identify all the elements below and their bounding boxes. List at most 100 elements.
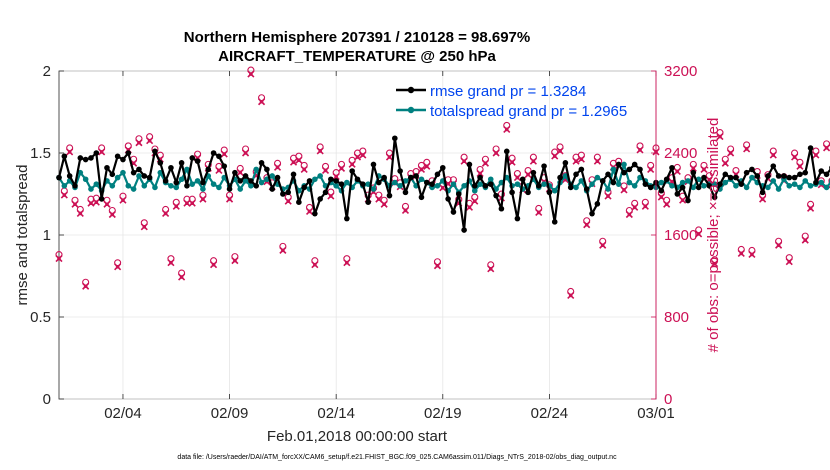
series-line-0 [57,137,830,232]
series-point-0 [722,171,729,178]
series-point-1 [631,183,638,189]
series-point-0 [413,173,419,179]
series-point-0 [535,183,542,189]
series-point-0 [679,184,686,191]
series-point-0 [546,189,553,196]
series-point-0 [338,181,345,187]
series-point-1 [701,183,707,189]
series-point-0 [146,174,153,181]
obs-assimilated-point [604,192,612,200]
series-point-0 [210,150,217,156]
series-point-1 [818,179,825,186]
series-point-0 [386,192,393,199]
chart-title-line2: AIRCRAFT_TEMPERATURE @ 250 hPa [218,48,496,65]
series-point-0 [104,164,110,171]
series-point-0 [738,181,745,187]
series-point-0 [216,153,222,160]
series-point-0 [354,176,361,183]
series-point-0 [466,161,473,168]
series-point-1 [658,179,665,186]
series-point-1 [125,183,132,189]
series-point-0 [226,186,233,192]
series-point-1 [749,174,755,181]
series-point-0 [541,163,547,169]
series-point-1 [194,178,201,184]
obs-assimilated-point [823,144,830,152]
obs-assimilated-point [433,262,442,270]
obs-assimilated-point [460,157,468,165]
series-point-0 [733,174,739,181]
series-point-1 [317,173,323,179]
series-point-1 [210,181,217,187]
series-point-0 [743,169,750,176]
y-right-tick-label-3: 2400 [664,145,697,162]
series-point-0 [439,164,446,171]
series-point-1 [807,183,814,189]
series-point-0 [397,168,403,174]
y-left-axis-label: rmse and totalspread [14,165,31,306]
series-point-0 [775,173,782,179]
series-point-0 [360,181,366,187]
obs-assimilated-point [508,158,516,166]
series-point-1 [269,173,276,179]
legend: rmse grand pr = 1.3284 totalspread grand… [396,83,627,120]
series-point-1 [765,184,771,191]
series-point-0 [280,191,286,197]
series-point-0 [509,189,515,196]
series-point-0 [125,150,132,156]
series-point-0 [370,161,377,168]
series-point-0 [88,155,94,161]
y-right-tick-label-2: 1600 [664,227,697,244]
y-right-axis-label: # of obs: o=possible; ×=assimilated [705,118,722,353]
series-point-0 [450,209,457,215]
series-point-1 [173,184,180,191]
series-point-1 [370,186,377,192]
series-point-1 [450,181,457,187]
series-point-0 [429,181,435,187]
obs-assimilated-point [631,203,639,211]
series-point-0 [717,181,723,187]
series-point-0 [130,169,137,176]
series-point-0 [573,171,579,178]
series-point-1 [605,186,611,192]
series-point-0 [578,166,585,173]
obs-assimilated-point [300,165,308,173]
y-right-axis-ticks: 0 800 1600 2400 3200 [651,63,697,408]
series-point-0 [551,219,558,225]
x-tick-label-5: 03/01 [637,405,675,422]
series-point-0 [482,183,489,189]
series-point-1 [615,181,622,187]
obs-assimilated-point [524,170,532,179]
series-point-1 [562,173,569,179]
series-point-1 [797,184,803,191]
obs-possible-point [828,177,830,184]
series-point-0 [82,156,89,163]
series-point-0 [152,148,158,155]
series-point-1 [477,181,483,187]
chart-title-line1: Northern Hemisphere 207391 / 210128 = 98… [184,29,530,46]
obs-assimilated-point [226,195,234,203]
series-point-0 [258,160,265,166]
obs-assimilated-point [98,148,106,156]
obs-assimilated-point [636,146,644,154]
series-point-1 [77,169,84,176]
series-point-0 [823,171,830,178]
series-point-0 [642,181,649,187]
series-point-0 [402,189,409,196]
series-point-0 [109,171,116,178]
series-point-0 [408,174,414,181]
series-point-0 [637,166,643,173]
series-point-0 [605,171,611,178]
series-point-1 [82,176,89,183]
obs-assimilated-point [140,223,148,231]
series-point-1 [711,181,718,187]
obs-assimilated-point [135,139,143,147]
obs-assimilated-point [801,236,809,244]
obs-assimilated-point [119,196,127,204]
series-point-1 [152,184,158,191]
series-point-0 [487,181,494,187]
series-point-1 [775,186,782,192]
series-point-0 [663,176,670,183]
series-point-1 [216,184,222,191]
